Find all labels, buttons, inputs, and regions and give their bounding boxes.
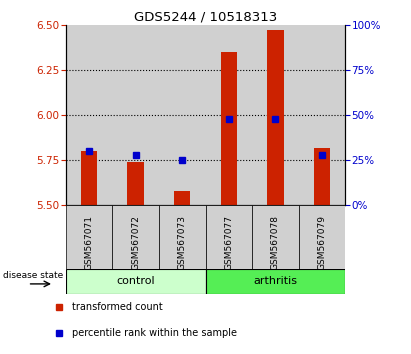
Text: GSM567078: GSM567078 bbox=[271, 215, 280, 270]
Text: GSM567079: GSM567079 bbox=[317, 215, 326, 270]
Text: GSM567077: GSM567077 bbox=[224, 215, 233, 270]
Text: control: control bbox=[116, 276, 155, 286]
Bar bbox=[66, 25, 112, 205]
Bar bbox=[66, 269, 206, 294]
Bar bbox=[267, 30, 284, 205]
Text: arthritis: arthritis bbox=[253, 276, 298, 286]
Text: disease state: disease state bbox=[3, 271, 64, 280]
Bar bbox=[159, 205, 206, 269]
Bar bbox=[206, 205, 252, 269]
Bar bbox=[206, 25, 252, 205]
Text: transformed count: transformed count bbox=[72, 302, 163, 313]
Bar bbox=[252, 25, 299, 205]
Bar bbox=[299, 25, 345, 205]
Title: GDS5244 / 10518313: GDS5244 / 10518313 bbox=[134, 11, 277, 24]
Bar bbox=[221, 52, 237, 205]
Bar bbox=[174, 191, 190, 205]
Text: GSM567073: GSM567073 bbox=[178, 215, 187, 270]
Bar bbox=[112, 25, 159, 205]
Text: percentile rank within the sample: percentile rank within the sample bbox=[72, 328, 237, 338]
Bar bbox=[314, 148, 330, 205]
Text: GSM567072: GSM567072 bbox=[131, 215, 140, 270]
Bar bbox=[159, 25, 206, 205]
Bar bbox=[127, 162, 144, 205]
Bar bbox=[112, 205, 159, 269]
Text: GSM567071: GSM567071 bbox=[85, 215, 94, 270]
Bar bbox=[66, 205, 112, 269]
Bar bbox=[206, 269, 345, 294]
Bar bbox=[299, 205, 345, 269]
Bar bbox=[81, 151, 97, 205]
Bar bbox=[252, 205, 299, 269]
